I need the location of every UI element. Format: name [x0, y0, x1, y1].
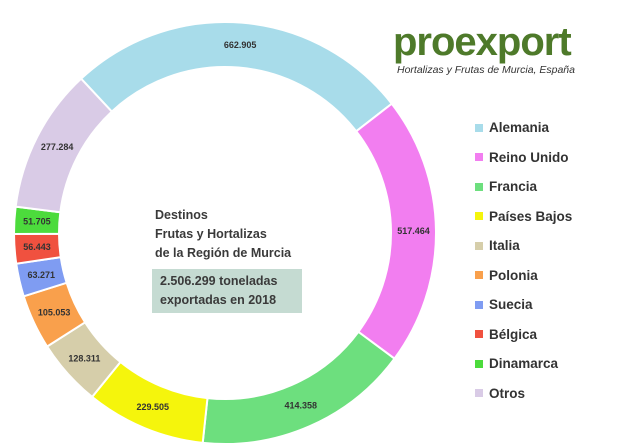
- legend-swatch: [475, 389, 483, 398]
- legend-label: Bélgica: [489, 326, 538, 342]
- data-label: 128.311: [68, 354, 100, 364]
- legend-item: Francia: [475, 172, 572, 202]
- legend-label: Italia: [489, 238, 520, 254]
- legend-label: Reino Unido: [489, 149, 569, 165]
- slice-francia: [201, 330, 396, 445]
- data-label: 51.705: [23, 217, 51, 227]
- data-label: 277.284: [41, 142, 74, 152]
- legend-swatch: [475, 330, 483, 339]
- legend-item: Reino Unido: [475, 143, 572, 173]
- logo-name: proexport: [393, 20, 572, 64]
- legend-label: Dinamarca: [489, 356, 559, 372]
- logo-subtitle: Hortalizas y Frutas de Murcia, España: [397, 64, 575, 76]
- legend-label: Francia: [489, 179, 538, 195]
- legend: Alemania Reino Unido Francia Países Bajos It…: [475, 113, 572, 408]
- data-label: 517.464: [397, 226, 430, 236]
- data-label: 662.905: [224, 40, 257, 50]
- total-line-1: 2.506.299 toneladas: [160, 274, 278, 288]
- legend-item: Alemania: [475, 113, 572, 143]
- legend-swatch: [475, 300, 483, 309]
- legend-item: Italia: [475, 231, 572, 261]
- legend-item: Otros: [475, 379, 572, 409]
- data-label: 56.443: [23, 242, 51, 252]
- data-label: 229.505: [136, 402, 169, 412]
- proexport-logo: proexport Hortalizas y Frutas de Murcia,…: [393, 20, 575, 76]
- legend-label: Polonia: [489, 267, 538, 283]
- legend-item: Suecia: [475, 290, 572, 320]
- slice-otros: [14, 77, 114, 214]
- legend-swatch: [475, 182, 483, 191]
- legend-item: Bélgica: [475, 320, 572, 350]
- legend-swatch: [475, 359, 483, 368]
- legend-label: Países Bajos: [489, 208, 573, 224]
- data-label: 105.053: [38, 308, 71, 318]
- chart-title: Destinos Frutas y Hortalizas de la Regió…: [155, 206, 291, 263]
- title-line-2: Frutas y Hortalizas: [155, 227, 267, 241]
- total-box: 2.506.299 toneladas exportadas en 2018: [152, 269, 302, 313]
- total-line-2: exportadas en 2018: [160, 293, 277, 307]
- legend-item: Dinamarca: [475, 349, 572, 379]
- legend-label: Suecia: [489, 297, 533, 313]
- legend-swatch: [475, 271, 483, 280]
- legend-swatch: [475, 123, 483, 132]
- legend-swatch: [475, 153, 483, 162]
- legend-swatch: [475, 212, 483, 221]
- legend-label: Alemania: [489, 120, 550, 136]
- legend-label: Otros: [489, 385, 526, 401]
- data-label: 63.271: [27, 270, 55, 280]
- data-label: 414.358: [284, 401, 317, 411]
- title-line-1: Destinos: [155, 208, 208, 222]
- title-line-3: de la Región de Murcia: [155, 246, 292, 260]
- legend-item: Polonia: [475, 261, 572, 291]
- legend-swatch: [475, 241, 483, 250]
- slice-alemania: [79, 21, 394, 133]
- legend-item: Países Bajos: [475, 202, 572, 232]
